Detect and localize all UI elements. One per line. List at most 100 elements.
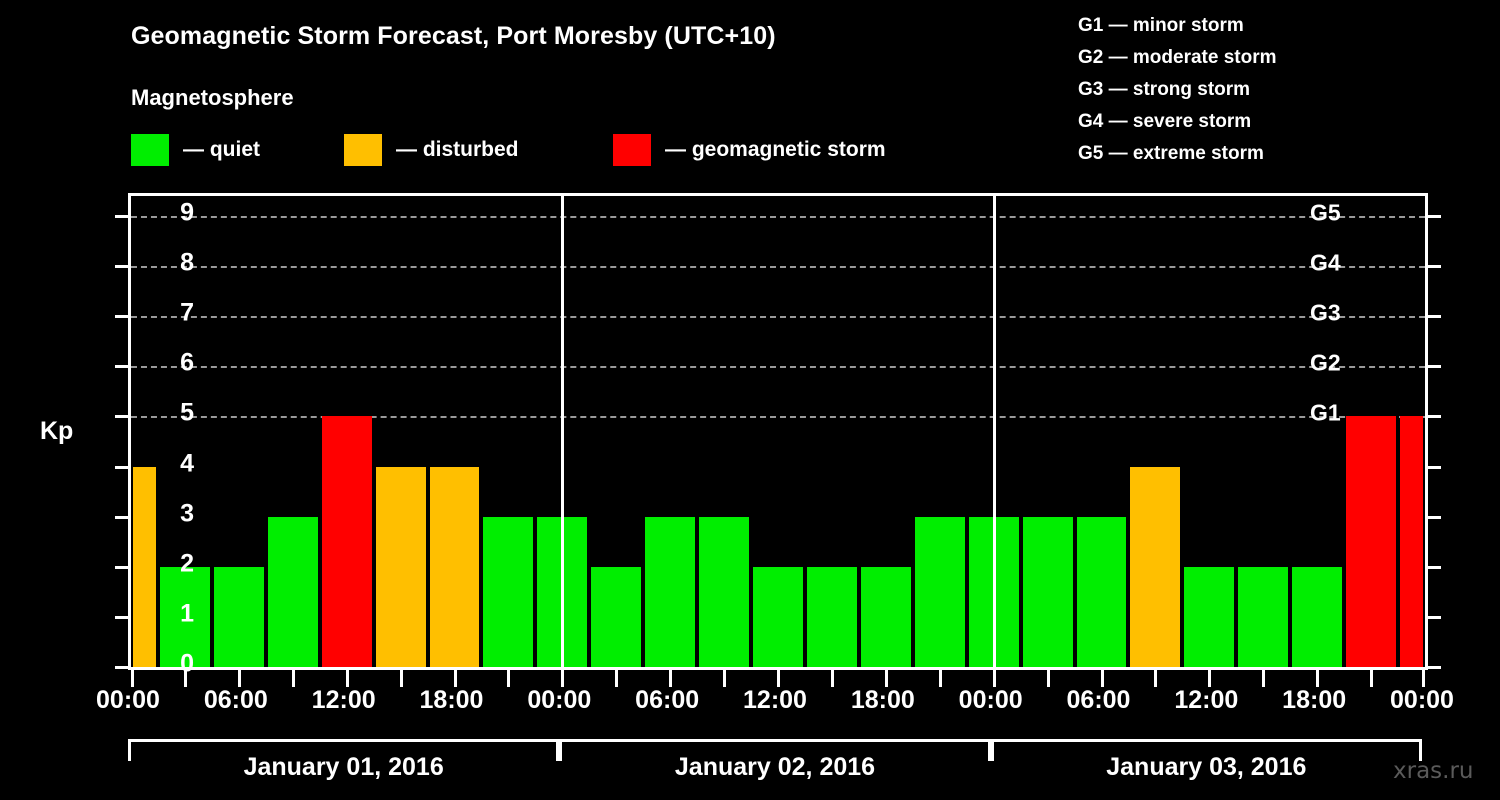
legend-label-disturbed: — disturbed — [396, 138, 519, 161]
y-tick-label: 1 — [180, 599, 194, 628]
y-tick-label: 2 — [180, 549, 194, 578]
x-tick-label: 00:00 — [958, 686, 1023, 714]
bar — [375, 466, 426, 667]
legend-item-quiet: — quiet — [131, 133, 260, 167]
day-separator — [992, 196, 996, 667]
y-tick — [115, 265, 129, 269]
x-tick-label: 12:00 — [743, 686, 807, 714]
x-tick-label: 06:00 — [203, 686, 268, 714]
y2-tick — [1427, 465, 1441, 469]
x-tick — [669, 667, 673, 687]
y2-tick — [1427, 415, 1441, 419]
x-tick — [1262, 667, 1266, 687]
bar — [1184, 566, 1235, 667]
bar — [1076, 516, 1127, 667]
y-tick-label: 7 — [180, 298, 194, 327]
x-tick — [992, 667, 996, 687]
y-tick — [115, 666, 129, 669]
g-scale-row-2: G2 — moderate storm — [1078, 47, 1277, 68]
y2-tick — [1427, 365, 1441, 369]
day-separator — [561, 196, 565, 667]
bar — [1400, 416, 1423, 667]
y2-tick — [1427, 315, 1441, 319]
y-tick-label: 8 — [180, 248, 194, 277]
y-tick-label: 6 — [180, 348, 194, 377]
date-label: January 03, 2016 — [1106, 753, 1307, 781]
bar — [213, 566, 264, 667]
g-scale-row-4: G4 — severe storm — [1078, 111, 1252, 132]
x-tick-label: 18:00 — [1282, 686, 1347, 714]
bar — [1346, 416, 1397, 667]
y-tick — [115, 365, 129, 369]
bar — [1130, 466, 1181, 667]
g-scale-legend: G1 — minor storm G2 — moderate storm G3 — … — [1078, 10, 1277, 170]
legend-label-quiet: — quiet — [183, 138, 260, 161]
bar — [483, 516, 534, 667]
y2-tick-label: G5 — [1310, 199, 1341, 226]
bar — [914, 516, 965, 667]
x-tick — [723, 667, 727, 687]
y2-tick — [1427, 215, 1441, 219]
x-tick — [453, 667, 457, 687]
x-tick-label: 18:00 — [419, 686, 484, 714]
bar — [321, 416, 372, 667]
y-tick — [115, 515, 129, 519]
y-axis-title: Kp — [40, 417, 74, 445]
x-tick — [345, 667, 349, 687]
bar — [806, 566, 857, 667]
y-tick-label: 5 — [180, 398, 194, 427]
y2-tick — [1427, 265, 1441, 269]
gridline-kp-6 — [131, 366, 1425, 369]
bar — [1238, 566, 1289, 667]
y-tick — [115, 615, 129, 619]
legend-swatch-disturbed-icon — [344, 134, 382, 166]
watermark: xras.ru — [1393, 758, 1474, 784]
x-tick — [507, 667, 511, 687]
bar — [645, 516, 696, 667]
y-tick — [115, 415, 129, 419]
x-tick — [237, 667, 241, 687]
y2-tick-label: G2 — [1310, 349, 1341, 376]
bar — [429, 466, 480, 667]
page-title: Geomagnetic Storm Forecast, Port Moresby… — [131, 22, 776, 50]
x-tick — [1370, 667, 1374, 687]
bar — [1022, 516, 1073, 667]
y-tick-label: 0 — [180, 649, 194, 678]
legend-swatch-storm-icon — [613, 134, 651, 166]
bar — [267, 516, 318, 667]
x-tick — [1208, 667, 1212, 687]
legend-item-storm: — geomagnetic storm — [613, 133, 886, 167]
x-tick-label: 06:00 — [1066, 686, 1131, 714]
y2-tick — [1427, 515, 1441, 519]
x-tick — [884, 667, 888, 687]
bar — [1292, 566, 1343, 667]
y2-tick — [1427, 666, 1441, 669]
y-tick-label: 9 — [180, 198, 194, 227]
x-tick-label: 00:00 — [1390, 686, 1454, 714]
y-tick-label: 3 — [180, 499, 194, 528]
legend-swatch-quiet-icon — [131, 134, 169, 166]
x-tick — [291, 667, 295, 687]
y-tick — [115, 465, 129, 469]
bar — [860, 566, 911, 667]
x-tick — [1154, 667, 1158, 687]
gridline-kp-7 — [131, 316, 1425, 319]
x-tick — [938, 667, 942, 687]
y2-tick-label: G1 — [1310, 399, 1341, 426]
y-tick — [115, 315, 129, 319]
x-tick-label: 12:00 — [1174, 686, 1239, 714]
g-scale-row-3: G3 — strong storm — [1078, 79, 1251, 100]
bar — [753, 566, 803, 667]
y-tick — [115, 565, 129, 569]
x-tick — [1100, 667, 1104, 687]
gridline-kp-9 — [131, 216, 1425, 219]
x-tick-label: 12:00 — [311, 686, 376, 714]
date-label: January 02, 2016 — [674, 753, 876, 781]
legend-label-storm: — geomagnetic storm — [665, 138, 886, 161]
gridline-kp-5 — [131, 416, 1425, 419]
x-tick-label: 06:00 — [635, 686, 700, 714]
y-tick-label: 4 — [180, 449, 194, 478]
y-tick — [115, 215, 129, 219]
y2-tick — [1427, 615, 1441, 619]
